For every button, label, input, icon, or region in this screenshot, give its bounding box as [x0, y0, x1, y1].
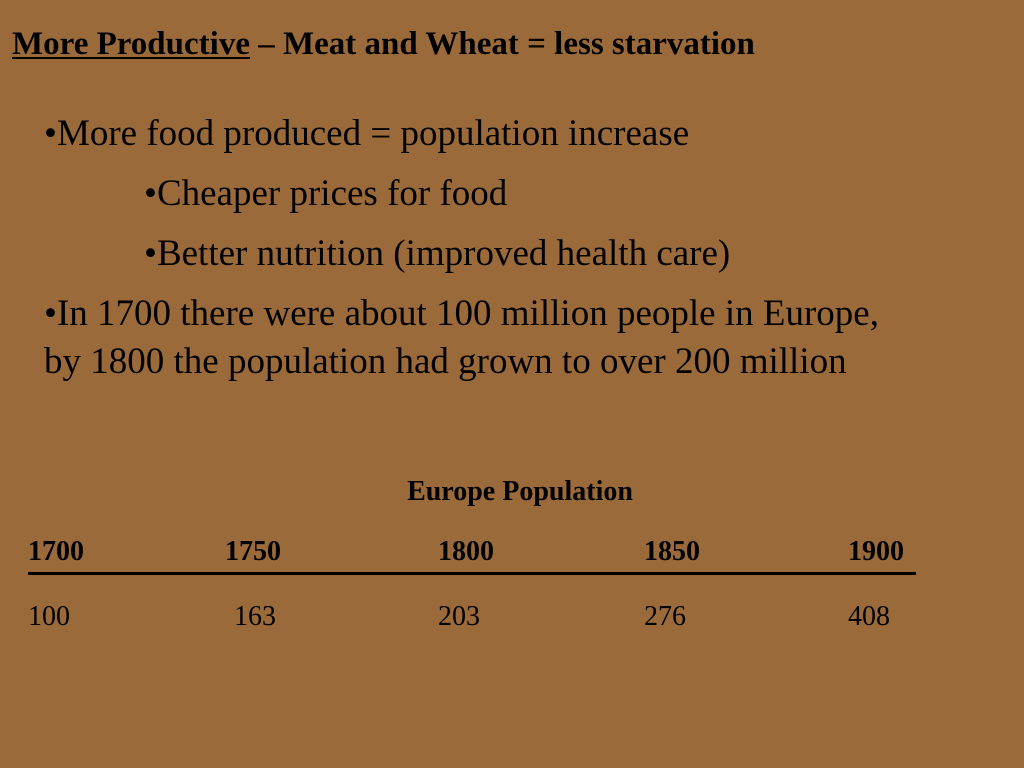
header-cell: 1900	[848, 536, 904, 567]
header-cell: 1800	[438, 536, 494, 567]
value-cell: 203	[438, 601, 480, 632]
table-values-row: 100 163 203 276 408	[28, 601, 916, 637]
value-cell: 276	[644, 601, 686, 632]
slide-title-underlined: More Productive	[12, 26, 250, 62]
header-cell: 1700	[28, 536, 84, 567]
population-table: 1700 1750 1800 1850 1900 100 163 203 276…	[28, 536, 916, 637]
value-cell: 163	[234, 601, 276, 632]
header-cell: 1850	[644, 536, 700, 567]
slide-title-rest: – Meat and Wheat = less starvation	[249, 26, 755, 62]
table-title: Europe Population	[407, 476, 633, 507]
bullet-list: •More food produced = population increas…	[44, 110, 894, 386]
header-cell: 1750	[225, 536, 281, 567]
bullet-cheaper-prices: •Cheaper prices for food	[144, 173, 508, 214]
value-cell: 408	[848, 601, 890, 632]
bullet-food-production: •More food produced = population increas…	[44, 113, 690, 154]
bullet-population-growth: •In 1700 there were about 100 million pe…	[44, 293, 879, 382]
table-header-row: 1700 1750 1800 1850 1900	[28, 536, 916, 575]
value-cell: 100	[28, 601, 70, 632]
bullet-better-nutrition: •Better nutrition (improved health care)	[144, 233, 731, 274]
slide-title: More Productive – Meat and Wheat = less …	[12, 26, 755, 63]
